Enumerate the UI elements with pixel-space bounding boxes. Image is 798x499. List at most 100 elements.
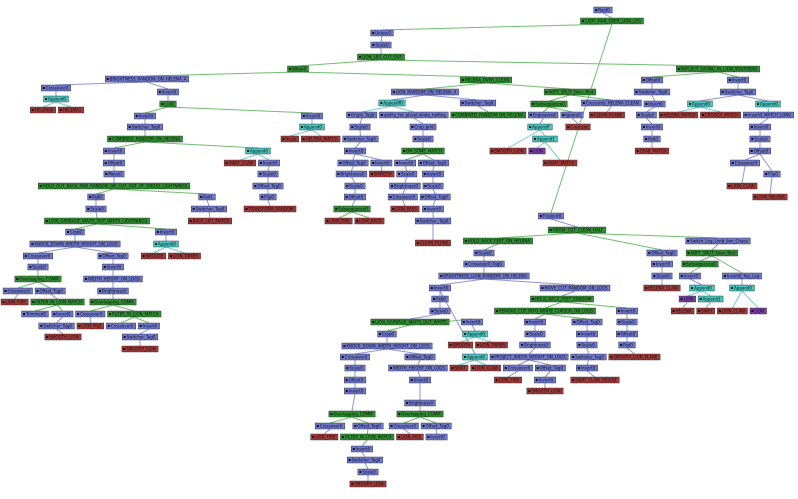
tree-node[interactable]: COMBINED_RANDOM_ON_HELENA	[450, 111, 527, 119]
tree-node[interactable]: Invert0	[102, 263, 124, 271]
tree-node[interactable]: Append0	[153, 240, 179, 248]
tree-node[interactable]: Root0	[593, 6, 613, 14]
tree-node[interactable]: Invert0	[134, 112, 156, 120]
tree-node[interactable]: SOFT_SPLIT_Over_Bird	[543, 88, 597, 96]
tree-node[interactable]: LION_TAMER	[168, 252, 201, 260]
tree-node[interactable]: COMBINED_RANDOM_ON_HELENA	[107, 135, 183, 143]
tree-node[interactable]: Cut0	[159, 100, 177, 108]
tree-node[interactable]: SWAT	[449, 364, 469, 372]
tree-node[interactable]: SWAT_CLAW	[223, 159, 257, 167]
tree-node[interactable]: Flip0	[763, 170, 781, 178]
tree-node[interactable]: Crop0	[65, 228, 85, 236]
tree-node[interactable]: Invert0	[651, 260, 673, 268]
tree-node[interactable]: Invert0	[394, 159, 417, 167]
tree-node[interactable]: Invert0	[157, 88, 179, 96]
tree-node[interactable]: Overlapping_COMM	[14, 275, 62, 283]
tree-node[interactable]: Scale	[280, 135, 299, 143]
tree-node[interactable]: LION_CLAW	[717, 307, 748, 315]
tree-node[interactable]: SMOOTH_LION_PLANE	[608, 353, 661, 361]
tree-node[interactable]: HELENA	[670, 307, 695, 315]
tree-node[interactable]: LION_FIRE	[494, 376, 522, 384]
tree-node[interactable]: Invert0	[749, 123, 771, 131]
tree-node[interactable]: Scale0	[473, 249, 495, 257]
tree-node[interactable]: Scale0	[344, 364, 366, 372]
tree-node[interactable]: Pad0	[618, 341, 636, 349]
tree-node[interactable]: Offset_Tag0	[419, 193, 451, 201]
tree-node[interactable]: Invert0	[155, 228, 177, 236]
tree-node[interactable]: Invert0	[425, 433, 448, 441]
tree-node[interactable]: Scale0	[422, 182, 444, 190]
tree-node[interactable]: Scale0	[85, 205, 107, 213]
tree-node[interactable]: LION_RANDOM_ON_HELENA_4	[391, 88, 459, 96]
tree-node[interactable]: WIDTH_HEIGHT_ON_LOGS	[83, 275, 143, 283]
tree-node[interactable]: REFLECT_SAYING_IN_LION_SOUTHERN	[676, 65, 760, 73]
tree-node[interactable]: Switch_Leg_Limb_lion_Chaos	[685, 237, 751, 245]
tree-node[interactable]: Offset0	[641, 76, 663, 84]
tree-node[interactable]: Invert0	[576, 330, 598, 338]
tree-node[interactable]: Invert0	[138, 322, 160, 330]
tree-node[interactable]: Crescents_HELENA_CLEAN	[581, 99, 642, 107]
tree-node[interactable]: Switcher_Tag0	[719, 88, 757, 96]
tree-node[interactable]: SWAT_CLAW_RESULT	[570, 376, 620, 384]
tree-node[interactable]: Pad0	[431, 295, 449, 303]
tree-node[interactable]: Scale0	[524, 330, 546, 338]
tree-node[interactable]: ON_SOME_MATCH	[401, 147, 445, 155]
tree-node[interactable]: Trimmed0	[21, 310, 49, 318]
tree-node[interactable]: Unless0	[370, 29, 394, 37]
tree-node[interactable]: Switcher_Tag0	[459, 99, 497, 107]
tree-node[interactable]: SOFT_SPLIT_Over_Bird	[685, 249, 739, 257]
tree-node[interactable]: CROUCH_MATCH	[700, 111, 741, 119]
tree-node[interactable]: Invert0	[103, 147, 125, 155]
tree-node[interactable]: Append0	[462, 330, 488, 338]
tree-node[interactable]: SMOOTH_LION	[489, 147, 527, 155]
tree-node[interactable]: Overlapping_COMM	[396, 410, 444, 418]
tree-node[interactable]: Overlapping_COMM	[89, 298, 137, 306]
tree-node[interactable]: Switcher_Tag0	[38, 322, 75, 330]
tree-node[interactable]: Crossover0	[2, 287, 33, 295]
tree-node[interactable]: HELENA_MATCH	[301, 135, 341, 143]
tree-node[interactable]: Invert0	[727, 76, 749, 84]
tree-node[interactable]: Subsequence0	[681, 260, 719, 268]
tree-node[interactable]: LION_PASS	[390, 205, 420, 213]
tree-node[interactable]: Crossover0	[106, 322, 136, 330]
tree-node[interactable]: Invert0	[344, 387, 366, 395]
tree-node[interactable]: KNOCK_DOWN_WIDTH_HEIGHT_ON_LOGS	[29, 240, 121, 248]
tree-node[interactable]: Offset0	[103, 159, 125, 167]
tree-node[interactable]: Pad0	[87, 193, 105, 201]
tree-node[interactable]: Append0	[729, 284, 755, 292]
tree-node[interactable]: LION_CLAW	[470, 364, 501, 372]
tree-node[interactable]: Scale0	[651, 272, 673, 280]
tree-node[interactable]: WIDTH_HEIGHT_ON_LOGS	[388, 364, 448, 372]
tree-node[interactable]: SMOOTH	[447, 341, 474, 349]
tree-node[interactable]: Offset_Tag0	[97, 252, 129, 260]
tree-node[interactable]: Engineered	[528, 111, 559, 119]
tree-node[interactable]: LION_FIRE	[0, 298, 29, 306]
tree-node[interactable]: HELENA_MATCH	[658, 111, 699, 119]
tree-node[interactable]: CLEAN_PLANE	[415, 239, 451, 247]
tree-node[interactable]: Scale0	[636, 111, 657, 119]
tree-node[interactable]: AppendF	[527, 123, 553, 131]
tree-node[interactable]: Brightness0	[404, 399, 436, 407]
tree-node[interactable]: Invert0	[409, 376, 431, 384]
tree-node[interactable]: HELENA0	[29, 106, 56, 114]
tree-node[interactable]: BACK_LEG_MATCH	[188, 217, 232, 225]
tree-node[interactable]: HOLD_BACK_FEET_RANDOM	[530, 295, 594, 303]
tree-node[interactable]: Invert0	[370, 159, 393, 167]
tree-node[interactable]: Offset0	[616, 330, 638, 338]
tree-node[interactable]: LION_CLAW	[726, 182, 758, 190]
tree-node[interactable]: FILTER_IN_LION_MATCH	[107, 310, 162, 318]
tree-node[interactable]: Offset_Tag0	[352, 422, 384, 430]
tree-node[interactable]: REMOVE_CUT_INTO_WHITE_CURSOR_ON_LOGS	[494, 307, 596, 315]
tree-node[interactable]: GROW_CUT_CLEAN_HALF	[547, 226, 607, 234]
tree-node[interactable]: When0	[287, 65, 309, 73]
tree-node[interactable]: Switcher_Tag0	[346, 456, 384, 464]
tree-node[interactable]: Offset_Tag0	[420, 422, 452, 430]
tree-node[interactable]: Ignore0	[560, 111, 584, 119]
tree-node[interactable]: Invert0	[422, 205, 444, 213]
tree-node[interactable]: Switcher_Tag0	[633, 88, 671, 96]
tree-node[interactable]: Invert0	[351, 445, 373, 453]
tree-node[interactable]: CRAB_MATCH	[634, 147, 670, 155]
tree-node[interactable]: Invert0	[461, 318, 483, 326]
tree-node[interactable]: Brightness0	[335, 170, 368, 178]
tree-node[interactable]: Offset_Tag0	[337, 159, 369, 167]
